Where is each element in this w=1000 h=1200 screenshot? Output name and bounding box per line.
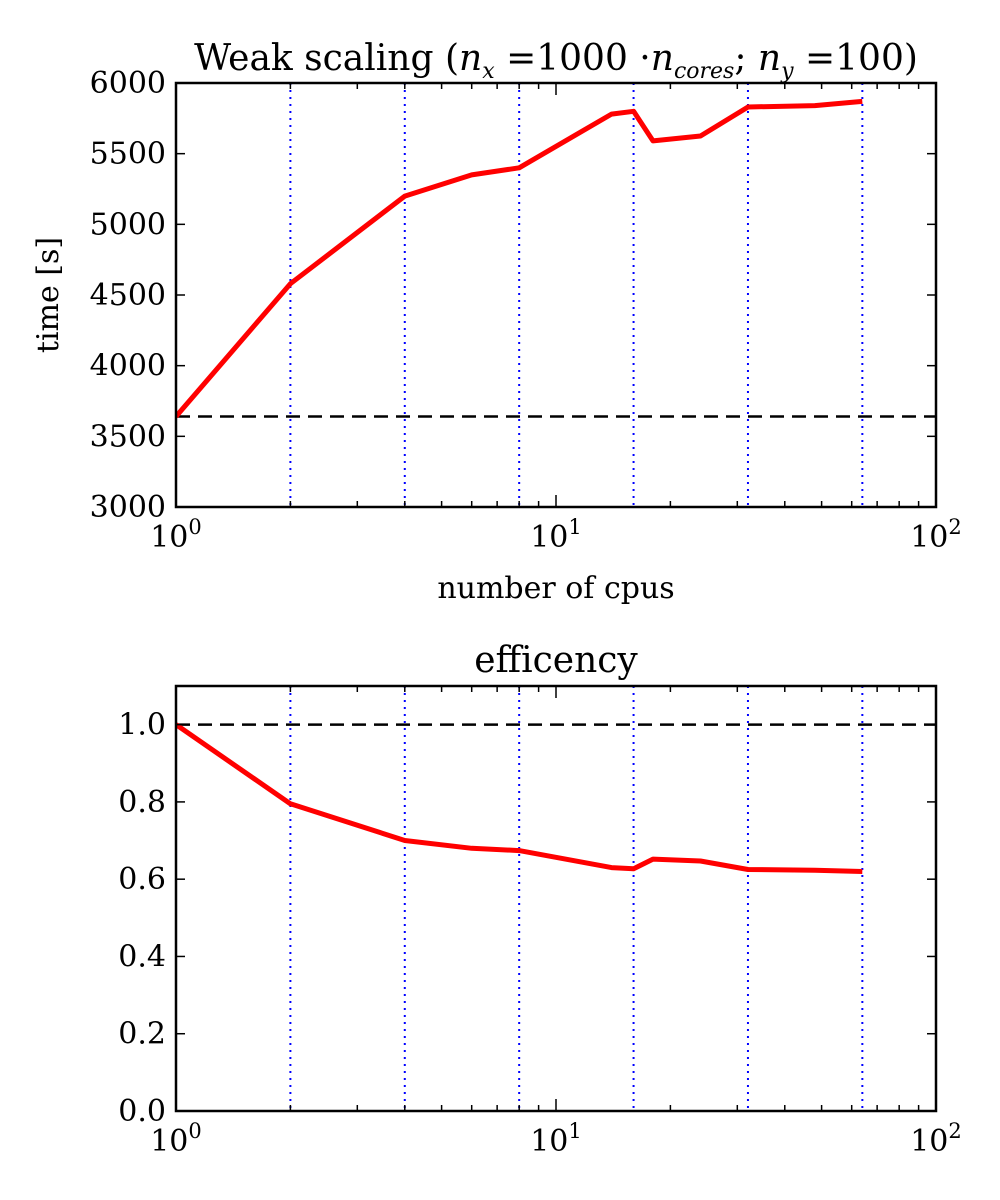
title-nx-sub: x [482,59,495,84]
weak-scaling-panel: Weak scaling (nx =1000 ·ncores; ny =100)… [31,38,962,606]
title-nx-eq: =1000 · [495,38,651,79]
title-ncores-var: n [651,38,674,79]
plot-area-top: 3000 3500 4000 4500 5000 5500 6000 100 101 102 [90,66,962,555]
y-tick-label: 0.8 [118,785,166,820]
series-line-0 [176,98,863,419]
chart-title: Weak scaling (nx =1000 ·ncores; ny =100) [194,38,918,84]
plot-area-bottom: 0.0 0.2 0.4 0.6 0.8 1.0 100 101 102 [118,684,962,1159]
x-axis-label: number of cpus [437,571,674,606]
y-tick-label: 5500 [90,137,166,172]
y-axis-label: time [s] [31,237,66,353]
y-tick-label: 0.0 [118,1094,166,1129]
title-nx-var: n [459,38,482,79]
y-tick-label: 0.2 [118,1017,166,1052]
title-prefix: Weak scaling ( [194,38,459,79]
y-tick-label: 1.0 [118,708,166,743]
x-tick-label: 102 [910,1119,962,1159]
x-tick-label: 100 [150,515,202,555]
y-tick-label: 5000 [90,207,166,242]
x-tick-label: 101 [530,515,582,555]
efficiency-panel: efficency 0.0 0.2 0.4 0.6 0.8 1.0 100 101 102 [118,640,962,1159]
title-ncores-sub: cores [674,59,734,84]
y-tick-label: 3000 [90,490,166,525]
title-suffix: =100) [794,38,918,79]
y-tick-label: 6000 [90,66,166,101]
y-tick-label: 3500 [90,419,166,454]
series-line-0 [176,722,863,874]
title-ny-var: n [758,38,781,79]
y-tick-label: 0.4 [118,939,166,974]
x-tick-label: 102 [910,515,962,555]
y-tick-label: 0.6 [118,862,166,897]
x-tick-label: 100 [150,1119,202,1159]
efficiency-title: efficency [474,640,638,681]
y-tick-label: 4000 [90,349,166,384]
y-tick-label: 4500 [90,278,166,313]
title-ny-sub: y [780,59,794,84]
title-ny-sep: ; [734,38,758,79]
x-tick-label: 101 [530,1119,582,1159]
